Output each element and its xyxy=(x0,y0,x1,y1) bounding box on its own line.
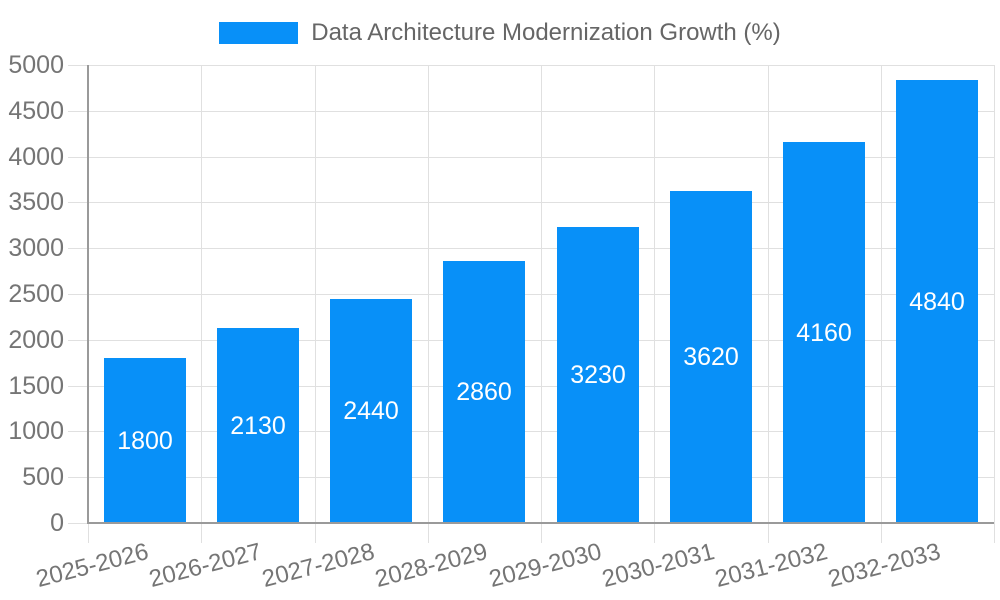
bar xyxy=(896,80,978,523)
y-axis-tick-label: 3500 xyxy=(8,188,64,216)
y-gridline xyxy=(68,157,994,158)
y-gridline xyxy=(68,386,994,387)
x-gridline xyxy=(315,65,316,543)
y-axis-tick-label: 0 xyxy=(50,509,64,537)
bar-value-label: 3230 xyxy=(570,361,626,389)
x-axis-tick-label: 2027-2028 xyxy=(259,538,378,593)
y-axis-tick-label: 2000 xyxy=(8,326,64,354)
x-axis-line xyxy=(87,522,994,524)
x-axis-tick-label: 2029-2030 xyxy=(486,538,605,593)
bar xyxy=(783,142,865,523)
y-gridline xyxy=(68,340,994,341)
x-gridline xyxy=(541,65,542,543)
y-axis-tick-label: 4500 xyxy=(8,97,64,125)
x-gridline xyxy=(881,65,882,543)
bar-value-label: 2440 xyxy=(343,397,399,425)
y-gridline xyxy=(68,294,994,295)
x-axis-tick-label: 2031-2032 xyxy=(712,538,831,593)
x-axis-tick-label: 2026-2027 xyxy=(146,538,265,593)
x-axis-tick-label: 2030-2031 xyxy=(599,538,718,593)
y-gridline xyxy=(68,111,994,112)
x-gridline xyxy=(768,65,769,543)
bar xyxy=(217,328,299,523)
y-axis-tick-label: 3000 xyxy=(8,234,64,262)
bar-value-label: 3620 xyxy=(683,343,739,371)
y-axis-tick-label: 4000 xyxy=(8,143,64,171)
bar-value-label: 2130 xyxy=(230,412,286,440)
bar xyxy=(104,358,186,523)
legend-color-swatch xyxy=(219,22,299,44)
y-gridline xyxy=(68,431,994,432)
bar xyxy=(670,191,752,523)
bar xyxy=(443,261,525,523)
y-axis-tick-label: 1500 xyxy=(8,372,64,400)
y-gridline xyxy=(68,202,994,203)
bar-value-label: 1800 xyxy=(117,427,173,455)
bar-value-label: 4160 xyxy=(796,319,852,347)
y-axis-tick-label: 500 xyxy=(22,463,64,491)
y-gridline xyxy=(68,248,994,249)
y-gridline xyxy=(68,477,994,478)
y-axis-line xyxy=(87,65,89,523)
y-axis-tick-label: 2500 xyxy=(8,280,64,308)
x-axis-tick-label: 2028-2029 xyxy=(372,538,491,593)
y-gridline xyxy=(68,65,994,66)
bar-value-label: 4840 xyxy=(909,288,965,316)
x-gridline xyxy=(994,65,995,543)
bar xyxy=(557,227,639,523)
x-gridline xyxy=(201,65,202,543)
y-axis-tick-label: 1000 xyxy=(8,417,64,445)
x-axis-tick-label: 2032-2033 xyxy=(825,538,944,593)
bar-value-label: 2860 xyxy=(456,378,512,406)
chart-title: Data Architecture Modernization Growth (… xyxy=(311,19,781,46)
bar xyxy=(330,299,412,523)
x-gridline xyxy=(654,65,655,543)
chart-legend: Data Architecture Modernization Growth (… xyxy=(0,20,1000,46)
x-gridline xyxy=(428,65,429,543)
x-axis-tick-label: 2025-2026 xyxy=(33,538,152,593)
y-axis-tick-label: 5000 xyxy=(8,51,64,79)
